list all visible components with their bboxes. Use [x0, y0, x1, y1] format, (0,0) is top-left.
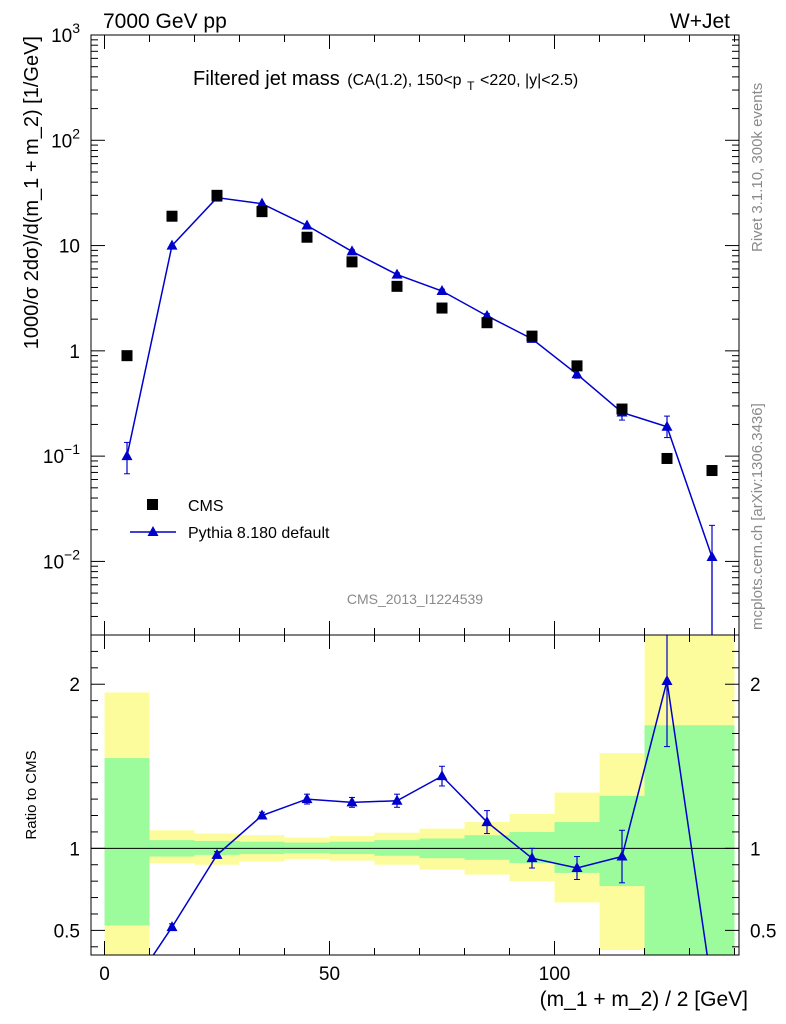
mc-point: [661, 420, 673, 431]
legend-mc-marker: [147, 526, 159, 536]
stat-uncertainty-band: [464, 835, 510, 860]
main-mc-series: [121, 191, 718, 635]
ratio-mc-point: [122, 988, 133, 998]
legend: CMS Pythia 8.180 default: [130, 498, 330, 542]
ratio-y-tick-label-right: 1: [750, 839, 761, 860]
cms-point: [211, 189, 223, 201]
ratio-plot-frame: [90, 634, 740, 956]
cms-point: [121, 350, 133, 362]
ratio-mc-point: [346, 796, 358, 807]
analysis-id: CMS_2013_I1224539: [347, 591, 483, 607]
tick-label-exponent: 3: [72, 20, 80, 36]
main-plot-frame: [90, 34, 740, 636]
cms-point: [346, 256, 358, 268]
main-y-tick-label: 1: [69, 342, 80, 363]
main-axis-ticks: [91, 34, 739, 636]
ratio-mc-point: [481, 816, 493, 827]
mcplots-label: mcplots.cern.ch [arXiv:1306.3436]: [749, 403, 766, 630]
tick-label-exponent: −1: [64, 441, 80, 457]
ratio-mc-point: [391, 794, 403, 805]
x-axis-label: (m_1 + m_2) / 2 [GeV]: [540, 988, 748, 1011]
x-tick-label: 100: [539, 964, 571, 985]
main-y-tick-label: 10−2: [43, 546, 80, 573]
tick-label-base: 10: [43, 552, 64, 573]
ratio-y-tick-label-left: 0.5: [54, 921, 80, 942]
ratio-mc-point: [166, 921, 178, 932]
ratio-mc-point: [571, 862, 583, 873]
ratio-mc-point: [256, 809, 268, 820]
mc-line: [126, 196, 713, 558]
main-y-tick-label: 103: [51, 20, 80, 47]
cms-point: [661, 452, 673, 464]
legend-cms-label: CMS: [188, 498, 224, 515]
cms-point: [301, 231, 313, 243]
cms-point: [616, 403, 628, 415]
mc-point: [166, 239, 178, 250]
header-right: W+Jet: [670, 10, 730, 33]
rivet-label: Rivet 3.1.10, 300k events: [749, 83, 766, 252]
mc-point: [256, 197, 268, 208]
tick-label-exponent: −2: [64, 546, 80, 562]
stat-uncertainty-band: [104, 758, 150, 926]
mc-point: [121, 450, 133, 461]
mc-point: [706, 551, 718, 562]
ratio-mc-line: [152, 680, 708, 955]
x-tick-label: 0: [99, 964, 110, 985]
ratio-mc-point: [616, 850, 628, 861]
ratio-y-tick-label-right: 0.5: [750, 921, 776, 942]
cms-point: [571, 360, 583, 372]
ratio-mc-point: [526, 852, 538, 863]
plot-title-main: Filtered jet mass: [193, 68, 340, 90]
mc-point: [301, 219, 313, 230]
plot-title: Filtered jet mass (CA(1.2), 150<p T <220…: [193, 68, 578, 95]
plot-title-sub: (CA(1.2), 150<p: [347, 72, 461, 89]
ratio-y-tick-label-right: 2: [750, 675, 761, 696]
cms-point: [526, 330, 538, 342]
ratio-mc-point: [301, 793, 313, 804]
ratio-mc-point: [211, 848, 223, 859]
mc-point: [391, 268, 403, 279]
legend-mc-label: Pythia 8.180 default: [188, 525, 330, 542]
cms-point: [436, 302, 448, 314]
ratio-y-tick-label-left: 2: [69, 675, 80, 696]
cms-point: [481, 317, 493, 329]
ratio-axis-ticks: [91, 635, 739, 955]
cms-point: [166, 210, 178, 222]
tick-label-base: 10: [51, 26, 72, 47]
plot-title-sub-index: T: [467, 79, 475, 93]
main-ylabel: 1000/σ 2dσ)/d(m_1 + m_2) [1/GeV]: [21, 36, 43, 349]
plot-title-sub-rest: <220, |y|<2.5): [480, 72, 578, 89]
cms-point: [391, 280, 403, 292]
ratio-bands: [104, 635, 735, 955]
mc-point: [346, 245, 358, 256]
main-data-series: [121, 189, 718, 477]
mc-point: [436, 285, 448, 296]
ratio-tick-labels: 0.5 0.5 1 1 2 2 0 50 100: [54, 675, 777, 985]
ratio-mc-point: [436, 770, 448, 781]
cms-point: [706, 465, 718, 477]
cms-point: [256, 206, 268, 218]
x-tick-label: 50: [319, 964, 340, 985]
tick-label-base: 10: [51, 131, 72, 152]
legend-cms-marker: [147, 499, 158, 510]
mc-point: [571, 368, 583, 379]
ratio-y-tick-label-left: 1: [69, 839, 80, 860]
tick-label-exponent: 2: [72, 125, 80, 141]
ratio-ylabel: Ratio to CMS: [23, 750, 40, 839]
header-left: 7000 GeV pp: [103, 10, 227, 33]
main-y-tick-label: 10: [59, 237, 80, 258]
main-y-tick-label: 10−1: [43, 441, 80, 468]
main-y-tick-label: 102: [51, 125, 80, 152]
stat-uncertainty-band: [644, 725, 735, 955]
ratio-mc-series: [122, 635, 708, 998]
ratio-mc-point: [661, 674, 673, 685]
tick-label-base: 10: [43, 447, 64, 468]
